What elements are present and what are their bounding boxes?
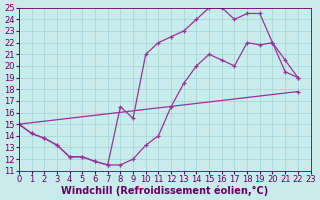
X-axis label: Windchill (Refroidissement éolien,°C): Windchill (Refroidissement éolien,°C) [61,185,268,196]
